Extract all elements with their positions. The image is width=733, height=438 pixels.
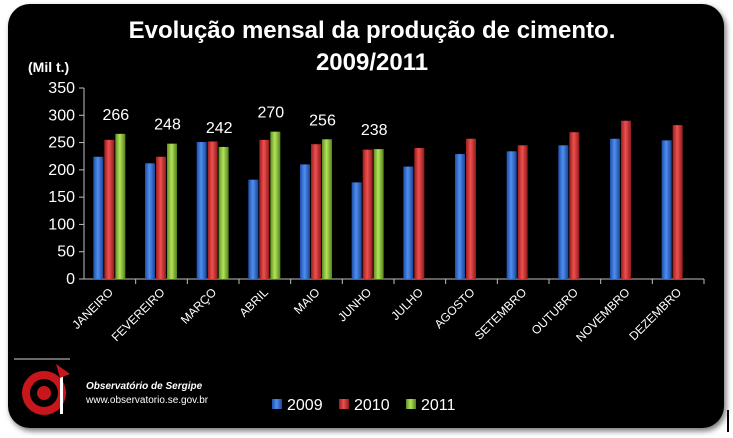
x-tick-label: NOVEMBRO: [573, 285, 632, 344]
data-label-fevereiro: 248: [154, 117, 181, 134]
bar-2010-setembro: [517, 145, 528, 279]
y-tick-label: 350: [48, 80, 75, 97]
bar-2010-fevereiro: [156, 156, 166, 279]
edge-mark: [727, 410, 729, 432]
y-tick-label: 0: [66, 271, 75, 288]
bar-2011-maio: [322, 139, 332, 279]
bar-2009-março: [196, 142, 207, 279]
y-tick-label: 200: [48, 162, 75, 179]
org-url: www.observatorio.se.gov.br: [85, 395, 209, 406]
y-tick-label: 250: [48, 135, 75, 152]
y-axis-ticks: 0 50 100 150 200 250 300 350: [48, 80, 84, 288]
legend-label-2011: 2011: [421, 397, 456, 414]
data-label-março: 242: [206, 120, 233, 137]
bar-2011-fevereiro: [167, 143, 177, 279]
data-label-abril: 270: [257, 105, 284, 122]
bar-2010-dezembro: [672, 125, 683, 279]
data-label-janeiro: 266: [102, 107, 129, 124]
bar-2010-junho: [362, 149, 373, 279]
data-label-maio: 256: [309, 112, 336, 129]
bar-2009-maio: [300, 164, 310, 279]
bar-2010-novembro: [621, 120, 631, 279]
x-tick-label: JULHO: [388, 285, 426, 323]
x-tick-label: MARÇO: [178, 285, 219, 326]
data-label-junho: 238: [361, 122, 388, 139]
x-tick-label: ABRIL: [237, 285, 272, 320]
x-tick-label: OUTUBRO: [529, 285, 581, 337]
bar-2010-maio: [311, 144, 321, 279]
bar-2010-março: [207, 141, 218, 279]
y-tick-label: 150: [48, 189, 75, 206]
x-tick-label: AGOSTO: [432, 285, 478, 331]
org-name: Observatório de Sergipe: [86, 381, 203, 392]
bar-2009-dezembro: [661, 140, 672, 279]
legend: 2009 2010 2011: [272, 397, 456, 414]
bar-2010-outubro: [569, 132, 580, 279]
bar-2009-janeiro: [93, 156, 104, 279]
legend-swatch-2011: [406, 399, 416, 409]
x-tick-label: JUNHO: [335, 285, 374, 324]
bar-2011-janeiro: [115, 133, 126, 279]
bar-2009-novembro: [610, 138, 620, 279]
x-tick-label: DEZEMBRO: [626, 285, 684, 343]
bar-2011-abril: [270, 131, 281, 279]
legend-label-2010: 2010: [354, 397, 390, 414]
legend-label-2009: 2009: [287, 397, 323, 414]
bar-2011-junho: [373, 149, 384, 279]
y-axis-unit-label: (Mil t.): [28, 59, 69, 75]
bar-2010-julho: [414, 148, 425, 279]
bar-2010-abril: [259, 139, 270, 279]
chart-title: Evolução mensal da produção de cimento.: [129, 17, 616, 44]
observatorio-logo-icon: [14, 358, 70, 415]
bar-2009-abril: [248, 179, 259, 279]
x-tick-label: SETEMBRO: [472, 285, 530, 343]
x-tick-label: MAIO: [291, 285, 323, 317]
legend-swatch-2010: [339, 399, 349, 409]
bar-2010-agosto: [466, 138, 476, 279]
y-tick-label: 300: [48, 107, 75, 124]
bar-2009-outubro: [558, 145, 569, 279]
bar-2010-janeiro: [104, 139, 115, 279]
bar-2009-agosto: [455, 154, 465, 279]
x-tick-label: JANEIRO: [69, 285, 116, 332]
bar-2011-março: [218, 146, 229, 279]
y-tick-label: 50: [57, 244, 75, 261]
bar-2009-julho: [403, 166, 414, 279]
bar-2009-fevereiro: [145, 163, 155, 279]
legend-swatch-2009: [272, 399, 282, 409]
bar-2009-junho: [351, 182, 362, 279]
bar-2009-setembro: [506, 151, 517, 279]
data-labels: 266 248 242 270 256 238: [102, 105, 387, 139]
bars: [93, 120, 683, 279]
x-tick-label: FEVEREIRO: [109, 285, 168, 344]
y-tick-label: 100: [48, 216, 75, 233]
chart-subtitle: 2009/2011: [316, 49, 428, 76]
